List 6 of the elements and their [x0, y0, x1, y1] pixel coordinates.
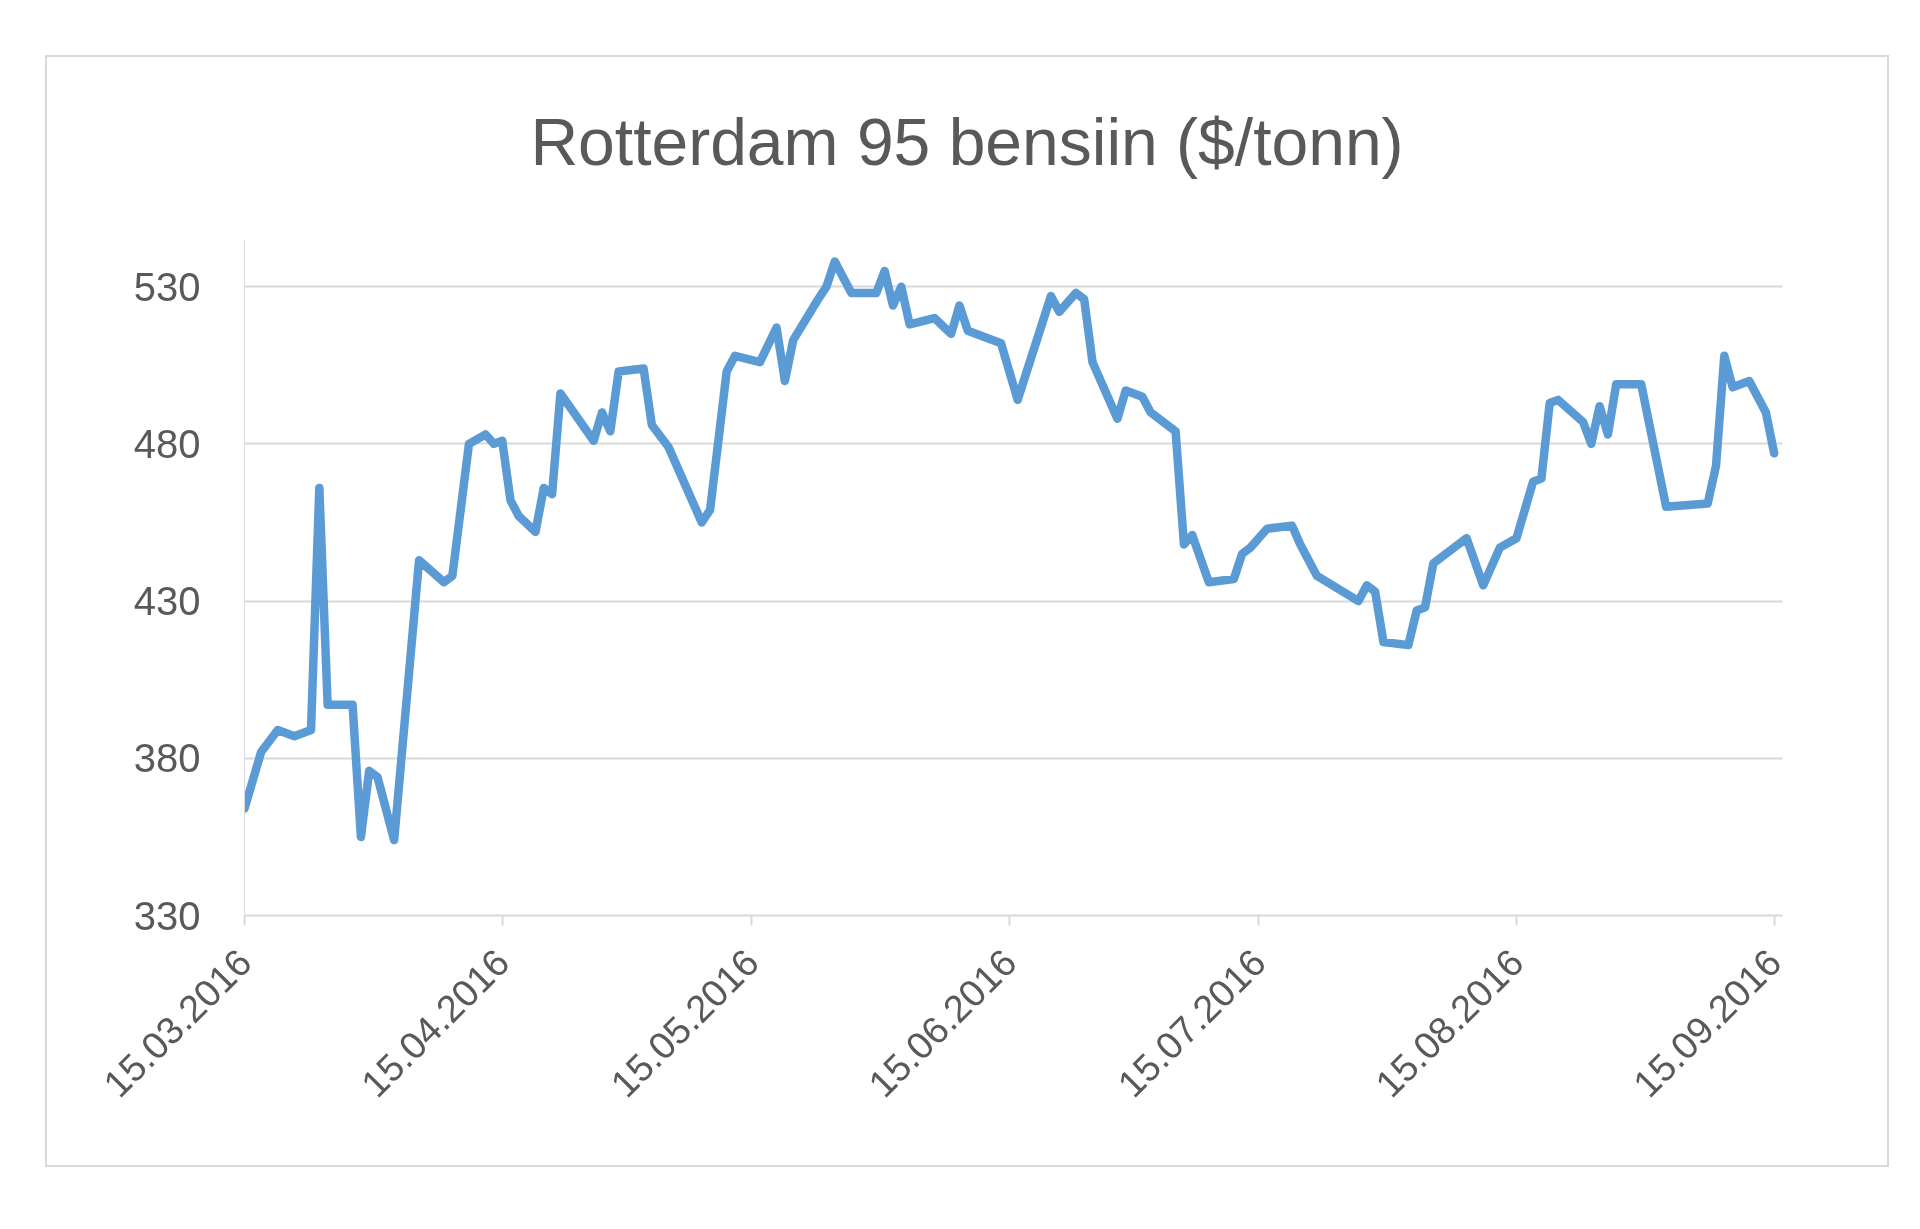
y-tick-label: 330 [133, 893, 201, 938]
y-tick-label: 430 [133, 579, 201, 624]
y-tick-label: 480 [133, 421, 201, 466]
y-tick-label: 530 [133, 264, 201, 309]
chart-title: Rotterdam 95 bensiin ($/tonn) [530, 104, 1404, 181]
y-tick-label: 380 [133, 736, 201, 781]
